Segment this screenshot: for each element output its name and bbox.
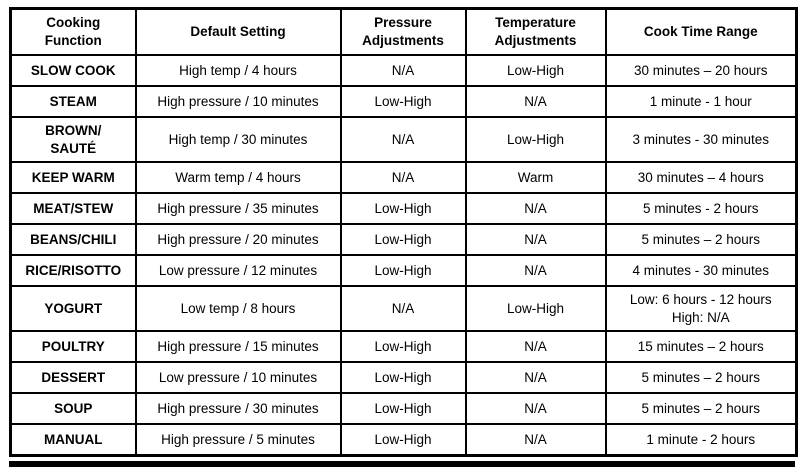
header-row: Cooking Function Default Setting Pressur… <box>9 7 798 56</box>
cell-function: KEEP WARM <box>9 161 137 195</box>
cell-default-setting: High temp / 30 minutes <box>134 115 342 164</box>
table-row: SOUP High pressure / 30 minutes Low-High… <box>9 392 798 426</box>
cell-default-setting: Warm temp / 4 hours <box>134 161 342 195</box>
cell-function: DESSERT <box>9 361 137 395</box>
cell-function: MEAT/STEW <box>9 192 137 226</box>
cell-temperature-adjustments: N/A <box>464 392 607 426</box>
cell-default-setting: High pressure / 35 minutes <box>134 192 342 226</box>
cell-cook-time-range: 1 minute - 1 hour <box>604 85 798 118</box>
table-row: BEANS/CHILI High pressure / 20 minutes L… <box>9 223 798 257</box>
cell-pressure-adjustments: Low-High <box>339 423 467 457</box>
header-default-setting: Default Setting <box>134 7 342 56</box>
cell-cook-time-range: Low: 6 hours - 12 hours High: N/A <box>604 285 798 333</box>
table-row: YOGURT Low temp / 8 hours N/A Low-High L… <box>9 285 798 333</box>
cell-cook-time-range: 30 minutes – 20 hours <box>604 54 798 87</box>
cell-default-setting: Low pressure / 12 minutes <box>134 254 342 288</box>
table-row: KEEP WARM Warm temp / 4 hours N/A Warm 3… <box>9 161 798 195</box>
cell-pressure-adjustments: Low-High <box>339 85 467 118</box>
cell-default-setting: Low temp / 8 hours <box>134 285 342 333</box>
cell-temperature-adjustments: N/A <box>464 223 607 257</box>
cell-pressure-adjustments: Low-High <box>339 361 467 395</box>
cell-temperature-adjustments: Warm <box>464 161 607 195</box>
table-row: STEAM High pressure / 10 minutes Low-Hig… <box>9 85 798 118</box>
cell-cook-time-range: 5 minutes – 2 hours <box>604 223 798 257</box>
table-row: POULTRY High pressure / 15 minutes Low-H… <box>9 330 798 364</box>
cell-cook-time-range: 1 minute - 2 hours <box>604 423 798 457</box>
cell-temperature-adjustments: Low-High <box>464 115 607 164</box>
cell-temperature-adjustments: Low-High <box>464 54 607 87</box>
table-row: RICE/RISOTTO Low pressure / 12 minutes L… <box>9 254 798 288</box>
cell-temperature-adjustments: N/A <box>464 361 607 395</box>
cell-default-setting: High temp / 4 hours <box>134 54 342 87</box>
header-cook-time-range: Cook Time Range <box>604 7 798 56</box>
bottom-rule <box>9 461 795 468</box>
cell-cook-time-range: 5 minutes – 2 hours <box>604 392 798 426</box>
cell-function: RICE/RISOTTO <box>9 254 137 288</box>
cell-pressure-adjustments: Low-High <box>339 192 467 226</box>
cell-function: SLOW COOK <box>9 54 137 87</box>
cell-cook-time-range: 30 minutes – 4 hours <box>604 161 798 195</box>
cooking-functions-table: Cooking Function Default Setting Pressur… <box>9 7 798 458</box>
header-cooking-function: Cooking Function <box>9 7 137 56</box>
cell-temperature-adjustments: N/A <box>464 192 607 226</box>
cell-temperature-adjustments: N/A <box>464 423 607 457</box>
cell-function: POULTRY <box>9 330 137 364</box>
cell-function: BROWN/ SAUTÉ <box>9 115 137 164</box>
cell-function: YOGURT <box>9 285 137 333</box>
cell-pressure-adjustments: N/A <box>339 115 467 164</box>
cell-pressure-adjustments: N/A <box>339 161 467 195</box>
table-row: DESSERT Low pressure / 10 minutes Low-Hi… <box>9 361 798 395</box>
cell-function: STEAM <box>9 85 137 118</box>
cell-cook-time-range: 3 minutes - 30 minutes <box>604 115 798 164</box>
table-row: SLOW COOK High temp / 4 hours N/A Low-Hi… <box>9 54 798 87</box>
table-row: BROWN/ SAUTÉ High temp / 30 minutes N/A … <box>9 115 798 164</box>
header-temperature-adjustments: Temperature Adjustments <box>464 7 607 56</box>
cell-temperature-adjustments: Low-High <box>464 285 607 333</box>
cell-default-setting: Low pressure / 10 minutes <box>134 361 342 395</box>
table-row: MEAT/STEW High pressure / 35 minutes Low… <box>9 192 798 226</box>
cell-temperature-adjustments: N/A <box>464 330 607 364</box>
cell-pressure-adjustments: Low-High <box>339 223 467 257</box>
cell-default-setting: High pressure / 30 minutes <box>134 392 342 426</box>
table-row: MANUAL High pressure / 5 minutes Low-Hig… <box>9 423 798 457</box>
cell-temperature-adjustments: N/A <box>464 85 607 118</box>
cell-pressure-adjustments: Low-High <box>339 330 467 364</box>
header-pressure-adjustments: Pressure Adjustments <box>339 7 467 56</box>
cell-function: SOUP <box>9 392 137 426</box>
cell-pressure-adjustments: N/A <box>339 54 467 87</box>
cell-default-setting: High pressure / 15 minutes <box>134 330 342 364</box>
cell-pressure-adjustments: N/A <box>339 285 467 333</box>
cell-pressure-adjustments: Low-High <box>339 392 467 426</box>
cell-cook-time-range: 5 minutes - 2 hours <box>604 192 798 226</box>
cell-default-setting: High pressure / 10 minutes <box>134 85 342 118</box>
cell-temperature-adjustments: N/A <box>464 254 607 288</box>
cell-function: BEANS/CHILI <box>9 223 137 257</box>
cell-pressure-adjustments: Low-High <box>339 254 467 288</box>
cell-default-setting: High pressure / 5 minutes <box>134 423 342 457</box>
cell-cook-time-range: 15 minutes – 2 hours <box>604 330 798 364</box>
cell-function: MANUAL <box>9 423 137 457</box>
cell-cook-time-range: 5 minutes – 2 hours <box>604 361 798 395</box>
cell-cook-time-range: 4 minutes - 30 minutes <box>604 254 798 288</box>
cell-default-setting: High pressure / 20 minutes <box>134 223 342 257</box>
